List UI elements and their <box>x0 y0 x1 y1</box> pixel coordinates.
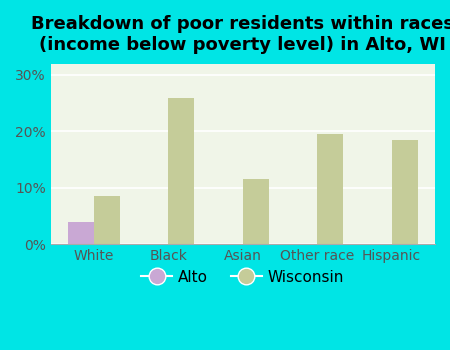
Bar <box>94 196 120 244</box>
Bar <box>317 134 343 244</box>
Title: Breakdown of poor residents within races
(income below poverty level) in Alto, W: Breakdown of poor residents within races… <box>32 15 450 54</box>
Bar <box>68 222 94 244</box>
Legend: Alto, Wisconsin: Alto, Wisconsin <box>135 264 350 291</box>
Bar <box>168 98 194 244</box>
Bar <box>392 140 418 244</box>
Bar <box>243 180 269 244</box>
